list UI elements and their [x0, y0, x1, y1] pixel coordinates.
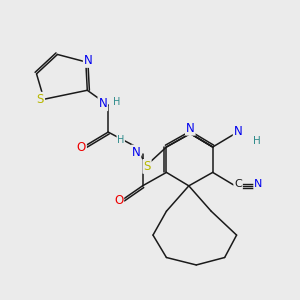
Text: N: N [132, 146, 140, 159]
Text: O: O [77, 140, 86, 154]
Text: N: N [186, 122, 195, 135]
Text: S: S [37, 93, 44, 106]
Text: N: N [254, 179, 262, 189]
Text: O: O [114, 194, 123, 207]
Text: H: H [117, 134, 124, 145]
Text: H: H [113, 97, 120, 107]
Text: N: N [98, 97, 107, 110]
Text: N: N [234, 125, 242, 138]
Text: N: N [84, 54, 93, 67]
Text: S: S [143, 160, 151, 173]
Text: C: C [234, 179, 242, 189]
Text: H: H [253, 136, 261, 146]
